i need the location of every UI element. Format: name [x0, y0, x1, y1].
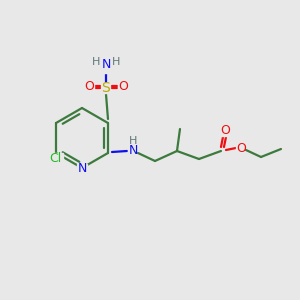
- Text: H: H: [92, 57, 100, 67]
- Bar: [101, 83, 111, 92]
- Text: N: N: [128, 145, 138, 158]
- Bar: [128, 146, 138, 155]
- Text: Cl: Cl: [49, 152, 61, 164]
- Bar: [47, 153, 63, 163]
- Bar: [84, 82, 94, 91]
- Text: N: N: [77, 161, 87, 175]
- Text: O: O: [220, 124, 230, 137]
- Bar: [118, 82, 128, 91]
- Text: N: N: [101, 58, 111, 71]
- Text: S: S: [102, 81, 110, 95]
- Bar: [95, 63, 117, 73]
- Text: O: O: [84, 80, 94, 94]
- Text: H: H: [129, 136, 137, 146]
- Bar: [219, 126, 231, 136]
- Bar: [236, 145, 246, 154]
- Text: O: O: [118, 80, 128, 94]
- Text: H: H: [112, 57, 120, 67]
- Bar: [77, 164, 87, 172]
- Text: O: O: [236, 142, 246, 155]
